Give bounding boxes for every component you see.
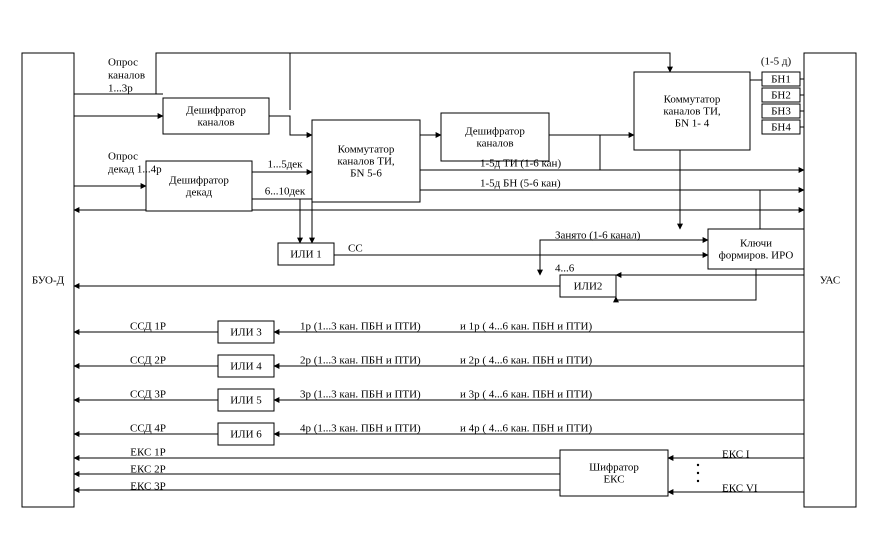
node-ili4-label-0: ИЛИ 4: [230, 361, 262, 373]
label-7: СС: [348, 243, 363, 255]
label-20: 1р (1...3 кан. ПБН и ПТИ): [300, 321, 421, 333]
label-25: и 3р ( 4...6 кан. ПБН и ПТИ): [460, 389, 592, 401]
node-buo_d-label-0: БУО-Д: [32, 275, 65, 287]
label-11: 4...6: [555, 263, 575, 275]
node-ili4: ИЛИ 4: [218, 355, 274, 377]
node-ili2-label-0: ИЛИ2: [574, 281, 603, 293]
node-desh_kan2: Дешифраторканалов: [441, 113, 549, 161]
node-uas: УАС: [804, 53, 856, 507]
label-26: 4р (1...3 кан. ПБН и ПТИ): [300, 423, 421, 435]
node-komm_14-label-0: Коммутатор: [664, 94, 721, 106]
node-klyuchi: Ключиформиров. ИРО: [708, 229, 804, 269]
label-0: Опрос: [108, 57, 138, 69]
label-5: 1...5дек: [267, 159, 303, 171]
dots-layer: [697, 464, 699, 482]
node-ili5-label-0: ИЛИ 5: [230, 395, 262, 407]
node-ili5: ИЛИ 5: [218, 389, 274, 411]
node-shifr-label-1: ЕКС: [603, 474, 624, 486]
node-ili6: ИЛИ 6: [218, 423, 274, 445]
node-komm_56: Коммутаторканалов ТИ,БN 5-6: [312, 120, 420, 202]
nodes-layer: БУО-ДУАСДешифраторканаловДешифратордекад…: [22, 53, 856, 507]
label-19: ЕКС 3Р: [130, 481, 166, 493]
node-bn2: БН2: [762, 88, 800, 102]
node-komm_56-label-1: каналов ТИ,: [337, 156, 395, 168]
label-29: ЕКС VI: [722, 483, 758, 495]
node-komm_14-label-1: каналов ТИ,: [663, 106, 721, 118]
label-8: 1-5д ТИ (1-6 кан): [480, 158, 561, 170]
node-ili3-label-0: ИЛИ 3: [230, 327, 262, 339]
ellipsis-dot-0: [697, 464, 699, 466]
node-shifr-label-0: Шифратор: [589, 462, 639, 474]
node-komm_56-label-2: БN 5-6: [350, 168, 382, 180]
node-desh_dek: Дешифратордекад: [146, 161, 252, 211]
node-komm_56-label-0: Коммутатор: [338, 144, 395, 156]
label-4: декад 1...4р: [108, 164, 162, 176]
node-desh_kan2-label-1: каналов: [476, 138, 513, 150]
node-komm_14: Коммутаторканалов ТИ,БN 1- 4: [634, 72, 750, 150]
node-bn4-label-0: БН4: [771, 122, 791, 134]
node-desh_dek-label-1: декад: [186, 187, 213, 199]
node-ili2: ИЛИ2: [560, 275, 616, 297]
node-bn3: БН3: [762, 104, 800, 118]
label-14: ССД 2Р: [130, 355, 166, 367]
node-desh_kan2-label-0: Дешифратор: [465, 126, 525, 138]
node-desh_kan-label-1: каналов: [197, 117, 234, 129]
node-bn3-label-0: БН3: [771, 106, 791, 118]
label-27: и 4р ( 4...6 кан. ПБН и ПТИ): [460, 423, 592, 435]
ellipsis-dot-1: [697, 472, 699, 474]
node-ili1: ИЛИ 1: [278, 243, 334, 265]
node-bn1: БН1: [762, 72, 800, 86]
edge-e_klyuchi_ili2: [616, 269, 756, 300]
node-komm_14-label-2: БN 1- 4: [675, 118, 710, 130]
label-12: (1-5 д): [761, 56, 792, 68]
label-22: 2р (1...3 кан. ПБН и ПТИ): [300, 355, 421, 367]
diagram-canvas: БУО-ДУАСДешифраторканаловДешифратордекад…: [0, 0, 871, 552]
node-bn4: БН4: [762, 120, 800, 134]
node-ili1-label-0: ИЛИ 1: [290, 249, 322, 261]
label-18: ЕКС 2Р: [130, 464, 166, 476]
label-15: ССД 3Р: [130, 389, 166, 401]
node-ili3: ИЛИ 3: [218, 321, 274, 343]
node-ili6-label-0: ИЛИ 6: [230, 429, 262, 441]
node-uas-label-0: УАС: [820, 275, 840, 287]
ellipsis-dot-2: [697, 480, 699, 482]
label-13: ССД 1Р: [130, 321, 166, 333]
node-desh_kan-label-0: Дешифратор: [186, 105, 246, 117]
label-9: 1-5д БН (5-6 кан): [480, 178, 561, 190]
label-17: ЕКС 1Р: [130, 447, 166, 459]
label-6: 6...10дек: [265, 186, 306, 198]
label-3: Опрос: [108, 151, 138, 163]
label-23: и 2р ( 4...6 кан. ПБН и ПТИ): [460, 355, 592, 367]
node-desh_kan: Дешифраторканалов: [163, 98, 269, 134]
node-buo_d: БУО-Д: [22, 53, 74, 507]
label-21: и 1р ( 4...6 кан. ПБН и ПТИ): [460, 321, 592, 333]
node-desh_dek-label-0: Дешифратор: [169, 175, 229, 187]
label-24: 3р (1...3 кан. ПБН и ПТИ): [300, 389, 421, 401]
label-28: ЕКС I: [722, 449, 750, 461]
label-16: ССД 4Р: [130, 423, 166, 435]
label-1: каналов: [108, 70, 145, 82]
label-10: Занято (1-6 канал): [555, 230, 641, 242]
edge-e_deshkan_komm56: [269, 116, 312, 135]
edge-e_buo_up_horz: [156, 53, 670, 94]
node-klyuchi-label-1: формиров. ИРО: [719, 250, 794, 262]
label-2: 1...3р: [108, 83, 133, 95]
node-bn2-label-0: БН2: [771, 90, 791, 102]
node-klyuchi-label-0: Ключи: [740, 238, 772, 250]
node-bn1-label-0: БН1: [771, 74, 791, 86]
node-shifr: ШифраторЕКС: [560, 450, 668, 496]
